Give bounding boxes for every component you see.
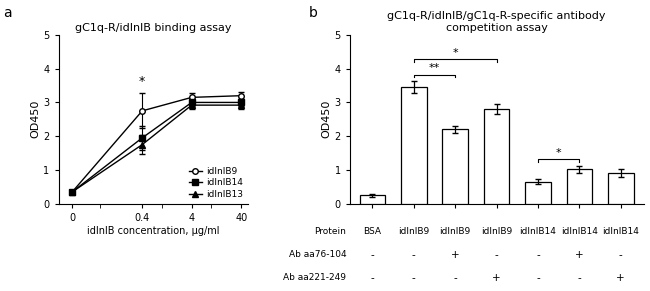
Text: b: b [309,6,318,20]
Legend: idInlB9, idInlB14, idInlB13: idInlB9, idInlB14, idInlB13 [188,167,244,199]
Text: +: + [575,250,584,260]
Bar [359,195,385,204]
Bar [443,129,468,204]
Title: gC1q-R/idInlB/gC1q-R-specific antibody
competition assay: gC1q-R/idInlB/gC1q-R-specific antibody c… [387,11,606,33]
Text: -: - [536,273,540,283]
Text: *: * [452,48,458,58]
Text: idInlB9: idInlB9 [439,227,471,236]
Text: Ab aa76-104: Ab aa76-104 [289,250,346,259]
Text: idInlB9: idInlB9 [481,227,512,236]
Text: BSA: BSA [363,227,382,236]
Y-axis label: OD450: OD450 [31,100,40,139]
Bar [401,87,426,204]
Text: Protein: Protein [315,227,346,236]
Text: -: - [412,250,415,260]
Text: +: + [492,273,501,283]
Bar [525,182,551,204]
Bar [567,169,592,204]
Bar [608,173,634,204]
Text: -: - [370,273,374,283]
Title: gC1q-R/idInlB binding assay: gC1q-R/idInlB binding assay [75,23,231,33]
Text: a: a [3,6,12,20]
Text: idInlB14: idInlB14 [561,227,598,236]
Text: -: - [370,250,374,260]
Text: -: - [577,273,581,283]
Text: idInlB14: idInlB14 [603,227,639,236]
X-axis label: idInlB concentration, μg/ml: idInlB concentration, μg/ml [87,226,220,235]
Text: *: * [556,148,562,158]
Text: +: + [616,273,625,283]
Text: idInlB14: idInlB14 [519,227,556,236]
Text: +: + [451,250,460,260]
Text: Ab aa221-249: Ab aa221-249 [283,274,346,282]
Text: idInlB9: idInlB9 [398,227,430,236]
Text: -: - [619,250,623,260]
Text: -: - [536,250,540,260]
Y-axis label: OD450: OD450 [322,100,332,139]
Text: -: - [453,273,457,283]
Text: -: - [495,250,499,260]
Text: *: * [139,75,146,88]
Bar [484,109,510,204]
Text: **: ** [429,63,440,73]
Text: -: - [412,273,415,283]
